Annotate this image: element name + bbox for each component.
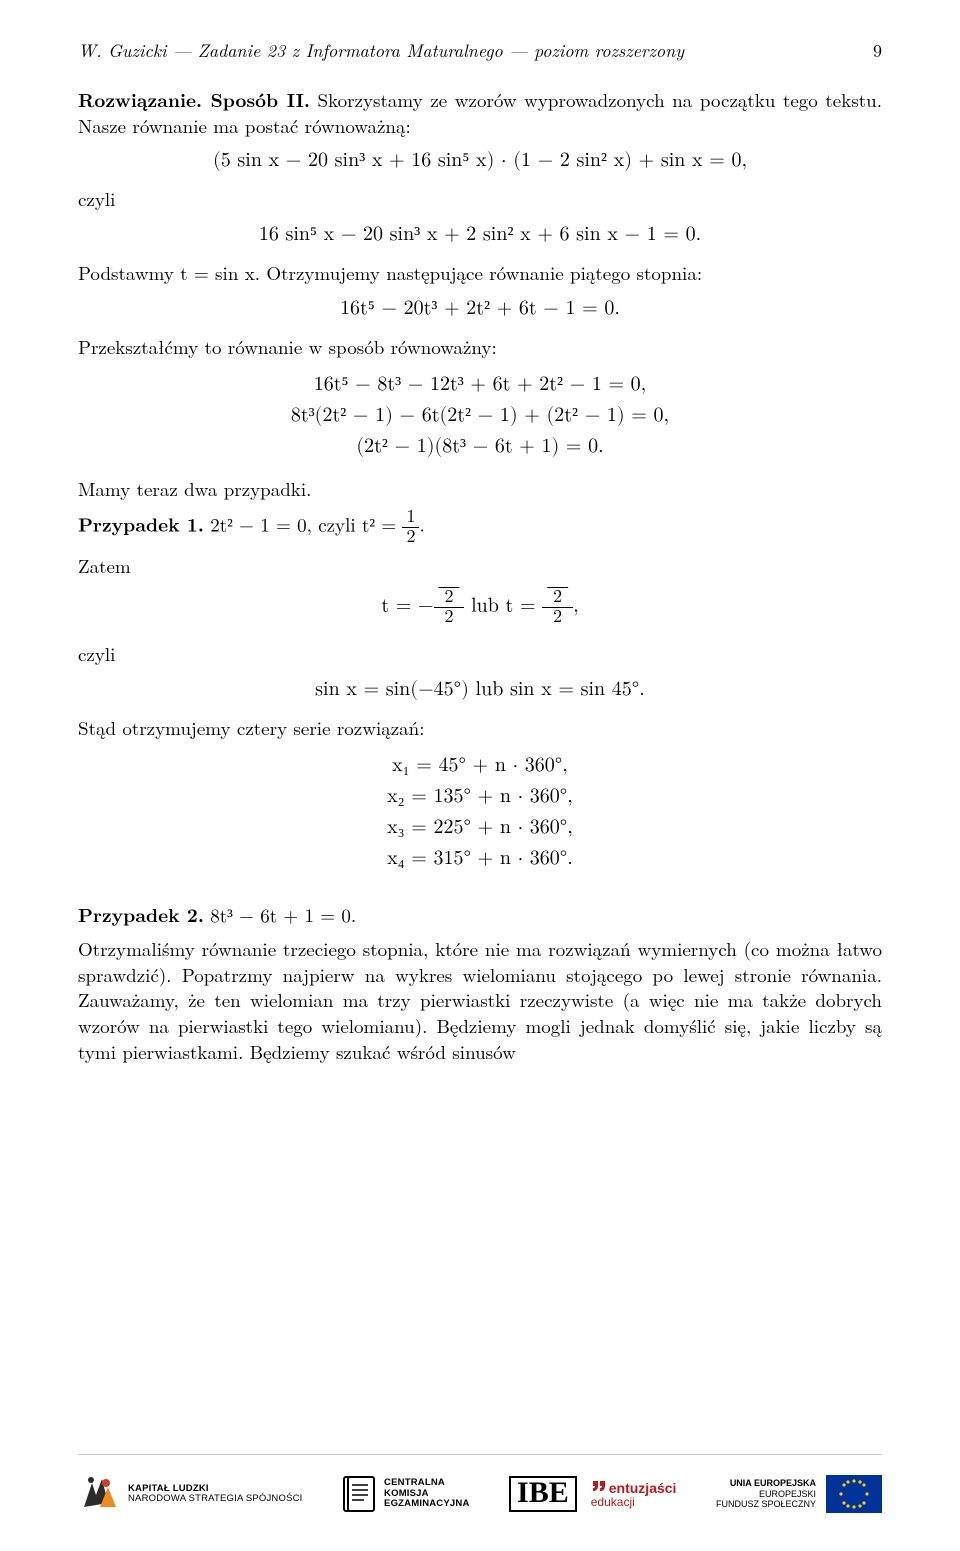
entuz-line-1: entuzjaści — [609, 1480, 677, 1496]
kapital-ludzki-text: KAPITAŁ LUDZKI NARODOWA STRATEGIA SPÓJNO… — [128, 1484, 303, 1505]
equation-1: (5 sin x − 20 sin³ x + 16 sin⁵ x) · (1 −… — [78, 148, 882, 172]
equation-4-line-1: 16t⁵ − 8t³ − 12t³ + 6t + 2t² − 1 = 0, — [78, 369, 882, 400]
eq5-lub: lub — [464, 596, 505, 616]
one-half-fraction: 12 — [402, 508, 419, 547]
case-2-eq: 8t³ − 6t + 1 = 0. — [204, 907, 356, 926]
cke-text: CENTRALNA KOMISJA EGZAMINACYJNA — [384, 1478, 469, 1511]
running-head-left: W. Guzicki — Zadanie 23 z Informatora Ma… — [78, 38, 684, 63]
equation-3: 16t⁵ − 20t³ + 2t² + 6t − 1 = 0. — [78, 296, 882, 320]
solution-series-block: x₁ = 45° + n · 360°, x₂ = 135° + n · 360… — [78, 750, 882, 874]
equation-4-line-2: 8t³(2t² − 1) − 6t(2t² − 1) + (2t² − 1) =… — [78, 400, 882, 431]
case-1-period: . — [419, 510, 424, 537]
series-1: x₁ = 45° + n · 360°, — [78, 750, 882, 781]
eq5-frac-right: 2 2 — [542, 588, 573, 627]
equation-2: 16 sin⁵ x − 20 sin³ x + 2 sin² x + 6 sin… — [78, 222, 882, 246]
kapital-line-2: NARODOWA STRATEGIA SPÓJNOŚCI — [128, 1494, 303, 1504]
case-2-label: Przypadek 2. — [78, 900, 204, 928]
eu-line-2: EUROPEJSKI — [716, 1489, 816, 1499]
zatem-label: Zatem — [78, 553, 882, 579]
ibe-entuzjasci-logo: IBE entuzjaści edukacji — [509, 1476, 676, 1512]
series-4: x₄ = 315° + n · 360°. — [78, 843, 882, 874]
eq5-frac-left: 2 2 — [434, 588, 465, 627]
eu-caption: UNIA EUROPEJSKA EUROPEJSKI FUNDUSZ SPOŁE… — [716, 1478, 816, 1509]
substitution-paragraph: Podstawmy t = sin x. Otrzymujemy następu… — [78, 260, 882, 286]
czyli-2: czyli — [78, 641, 882, 667]
two-cases-paragraph: Mamy teraz dwa przypadki. — [78, 476, 882, 502]
equation-4-block: 16t⁵ − 8t³ − 12t³ + 6t + 2t² − 1 = 0, 8t… — [78, 369, 882, 462]
running-head: W. Guzicki — Zadanie 23 z Informatora Ma… — [78, 38, 882, 63]
subst-text: Podstawmy t = sin x. Otrzymujemy następu… — [78, 259, 702, 286]
footer-logo-bar: KAPITAŁ LUDZKI NARODOWA STRATEGIA SPÓJNO… — [78, 1454, 882, 1515]
ibe-text: IBE — [517, 1476, 569, 1509]
page-number: 9 — [873, 38, 882, 63]
four-series-intro: Stąd otrzymujemy cztery serie rozwiązań: — [78, 715, 882, 741]
case-1-label: Przypadek 1. — [78, 509, 204, 537]
kapital-ludzki-logo: KAPITAŁ LUDZKI NARODOWA STRATEGIA SPÓJNO… — [78, 1473, 303, 1515]
kapital-ludzki-icon — [78, 1473, 120, 1515]
solution-label: Rozwiązanie. Sposób II. — [78, 85, 310, 113]
czyli-1: czyli — [78, 186, 882, 212]
entuz-line-2: edukacji — [591, 1496, 677, 1509]
cke-logo: CENTRALNA KOMISJA EGZAMINACYJNA — [342, 1475, 469, 1513]
cke-line-3: EGZAMINACYJNA — [384, 1499, 469, 1510]
intro-paragraph: Rozwiązanie. Sposób II. Skorzystamy ze w… — [78, 87, 882, 138]
case-1-eq-text: 2t² − 1 = 0, czyli t² = — [204, 516, 403, 535]
eq5-left: t = − — [381, 596, 433, 616]
equation-4-line-3: (2t² − 1)(8t³ − 6t + 1) = 0. — [78, 431, 882, 462]
eq5-right-prefix: t = — [506, 596, 543, 616]
case-2-heading: Przypadek 2. 8t³ − 6t + 1 = 0. — [78, 902, 882, 930]
series-3: x₃ = 225° + n · 360°, — [78, 812, 882, 843]
eu-line-1: UNIA EUROPEJSKA — [716, 1478, 816, 1488]
cke-line-1: CENTRALNA — [384, 1478, 469, 1489]
eu-flag-icon — [826, 1475, 882, 1513]
ibe-mark: IBE — [509, 1476, 577, 1512]
case-1-heading: Przypadek 1. 2t² − 1 = 0, czyli t² = 12. — [78, 508, 882, 547]
transform-paragraph: Przekształćmy to równanie w sposób równo… — [78, 334, 882, 360]
entuzjasci-text: entuzjaści edukacji — [591, 1479, 677, 1508]
equation-6: sin x = sin(−45°) lub sin x = sin 45°. — [78, 677, 882, 701]
series-2: x₂ = 135° + n · 360°, — [78, 781, 882, 812]
eu-line-3: FUNDUSZ SPOŁECZNY — [716, 1499, 816, 1509]
quote-icon — [591, 1479, 607, 1495]
eu-logo: UNIA EUROPEJSKA EUROPEJSKI FUNDUSZ SPOŁE… — [716, 1475, 882, 1513]
equation-5: t = − 2 2 lub t = 2 2, — [78, 588, 882, 627]
cke-icon — [342, 1475, 376, 1513]
eq5-comma: , — [573, 596, 579, 616]
case-2-body: Otrzymaliśmy równanie trzeciego stopnia,… — [78, 936, 882, 1064]
